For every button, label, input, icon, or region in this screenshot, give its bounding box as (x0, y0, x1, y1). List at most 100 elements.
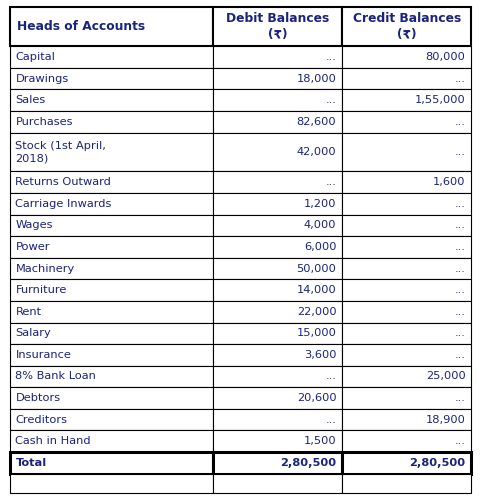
Text: Wages: Wages (15, 221, 53, 231)
Text: Stock (1st April,
2018): Stock (1st April, 2018) (15, 141, 106, 163)
Text: 20,600: 20,600 (296, 393, 336, 403)
Bar (341, 387, 470, 409)
Bar (341, 474, 470, 493)
Bar (10, 193, 212, 215)
Bar (10, 279, 212, 301)
Bar (341, 366, 470, 387)
Text: 50,000: 50,000 (296, 263, 336, 273)
Bar (10, 344, 212, 366)
Text: 25,000: 25,000 (425, 372, 465, 381)
Bar (341, 7, 470, 46)
Text: ...: ... (325, 95, 336, 105)
Text: ...: ... (454, 221, 465, 231)
Bar (212, 301, 341, 323)
Bar (341, 132, 470, 171)
Bar (10, 215, 212, 236)
Bar (341, 236, 470, 258)
Bar (341, 279, 470, 301)
Bar (212, 366, 341, 387)
Text: ...: ... (325, 52, 336, 62)
Bar (10, 111, 212, 132)
Text: Capital: Capital (15, 52, 55, 62)
Bar (10, 452, 212, 474)
Text: 8% Bank Loan: 8% Bank Loan (15, 372, 96, 381)
Text: ...: ... (454, 350, 465, 360)
Bar (212, 215, 341, 236)
Bar (10, 430, 212, 452)
Text: Rent: Rent (15, 307, 41, 317)
Bar (212, 46, 341, 68)
Text: ...: ... (454, 74, 465, 84)
Bar (10, 171, 212, 193)
Text: Total: Total (15, 458, 47, 468)
Text: Drawings: Drawings (15, 74, 69, 84)
Text: Heads of Accounts: Heads of Accounts (17, 20, 144, 33)
Text: ...: ... (454, 328, 465, 338)
Bar (341, 90, 470, 111)
Text: Debtors: Debtors (15, 393, 60, 403)
Text: 22,000: 22,000 (296, 307, 336, 317)
Bar (341, 323, 470, 344)
Bar (10, 7, 212, 46)
Text: 1,500: 1,500 (303, 436, 336, 446)
Text: ...: ... (454, 199, 465, 209)
Bar (212, 111, 341, 132)
Text: ...: ... (454, 242, 465, 252)
Bar (10, 301, 212, 323)
Text: 4,000: 4,000 (303, 221, 336, 231)
Text: 6,000: 6,000 (303, 242, 336, 252)
Text: ...: ... (454, 436, 465, 446)
Text: ...: ... (325, 372, 336, 381)
Bar (212, 258, 341, 279)
Bar (212, 90, 341, 111)
Text: 14,000: 14,000 (296, 285, 336, 295)
Bar (341, 68, 470, 90)
Bar (341, 452, 470, 474)
Text: ...: ... (325, 177, 336, 187)
Text: 1,600: 1,600 (432, 177, 465, 187)
Text: ...: ... (325, 415, 336, 425)
Bar (212, 430, 341, 452)
Bar (212, 7, 341, 46)
Bar (341, 111, 470, 132)
Text: Furniture: Furniture (15, 285, 67, 295)
Bar (212, 344, 341, 366)
Text: Power: Power (15, 242, 50, 252)
Bar (212, 193, 341, 215)
Bar (212, 236, 341, 258)
Text: Purchases: Purchases (15, 117, 73, 127)
Bar (10, 46, 212, 68)
Bar (341, 430, 470, 452)
Text: Insurance: Insurance (15, 350, 71, 360)
Text: Machinery: Machinery (15, 263, 74, 273)
Bar (341, 215, 470, 236)
Text: 2,80,500: 2,80,500 (408, 458, 465, 468)
Bar (212, 279, 341, 301)
Bar (212, 132, 341, 171)
Text: 18,000: 18,000 (296, 74, 336, 84)
Text: ...: ... (454, 393, 465, 403)
Bar (341, 193, 470, 215)
Bar (212, 68, 341, 90)
Bar (10, 474, 212, 493)
Text: ...: ... (454, 285, 465, 295)
Bar (212, 409, 341, 430)
Text: 18,900: 18,900 (425, 415, 465, 425)
Bar (10, 90, 212, 111)
Text: Sales: Sales (15, 95, 46, 105)
Text: 1,55,000: 1,55,000 (414, 95, 465, 105)
Bar (10, 68, 212, 90)
Bar (212, 171, 341, 193)
Bar (341, 301, 470, 323)
Bar (10, 132, 212, 171)
Text: Credit Balances
(₹): Credit Balances (₹) (352, 12, 460, 41)
Bar (10, 258, 212, 279)
Bar (10, 323, 212, 344)
Bar (10, 366, 212, 387)
Text: 1,200: 1,200 (303, 199, 336, 209)
Text: 15,000: 15,000 (296, 328, 336, 338)
Text: 80,000: 80,000 (425, 52, 465, 62)
Text: Creditors: Creditors (15, 415, 67, 425)
Text: 42,000: 42,000 (296, 147, 336, 157)
Bar (341, 171, 470, 193)
